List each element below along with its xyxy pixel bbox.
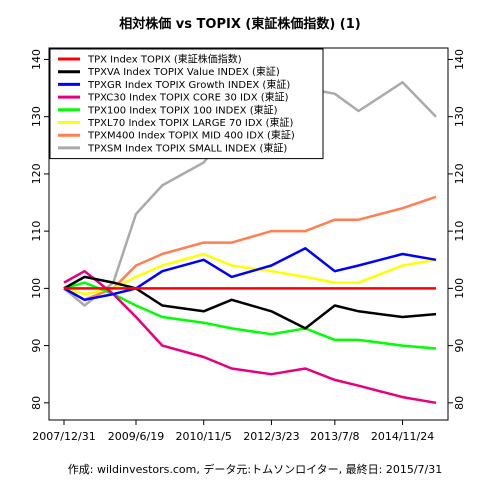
y-tick-label-right-5: 130: [453, 106, 466, 127]
x-tick-label-5: 2014/11/24: [371, 430, 434, 443]
legend-label-7: TPXSM Index TOPIX SMALL INDEX (東証): [87, 141, 287, 154]
legend-label-2: TPXGR Index TOPIX Growth INDEX (東証): [87, 78, 290, 91]
y-tick-label-right-6: 140: [453, 49, 466, 70]
y-tick-label-right-3: 110: [453, 221, 466, 242]
x-tick-label-3: 2012/3/23: [243, 430, 299, 443]
y-tick-label-left-6: 140: [30, 49, 43, 70]
y-tick-label-left-0: 80: [30, 396, 43, 410]
y-tick-label-left-3: 110: [30, 221, 43, 242]
series-line-2: [63, 247, 437, 302]
y-tick-label-right-0: 80: [453, 396, 466, 410]
chart-caption: 作成: wildinvestors.com, データ元:トムソンロイター, 最終…: [68, 462, 442, 476]
x-tick-label-0: 2007/12/31: [32, 430, 95, 443]
legend-label-5: TPXL70 Index TOPIX LARGE 70 IDX (東証): [87, 116, 293, 129]
plot-lines: [63, 81, 437, 405]
y-tick-label-right-2: 100: [453, 278, 466, 299]
legend-box: [49, 48, 324, 160]
legend-label-1: TPXVA Index TOPIX Value INDEX (東証): [87, 65, 280, 78]
legend-label-3: TPXC30 Index TOPIX CORE 30 IDX (東証): [87, 91, 289, 104]
chart-title: 相対株価 vs TOPIX (東証株価指数) (1): [119, 16, 360, 32]
x-tick-label-4: 2013/7/8: [310, 430, 359, 443]
x-tick-label-2: 2010/11/5: [176, 430, 232, 443]
axes: 80 80 90 90 100 100 110 110 120 120 130 130 140 140 20…: [30, 49, 466, 443]
y-tick-label-right-1: 90: [453, 339, 466, 353]
plot-frame: [48, 47, 449, 421]
series-line-1: [63, 275, 437, 330]
x-tick-label-1: 2009/6/19: [108, 430, 164, 443]
y-tick-label-left-2: 100: [30, 278, 43, 299]
legend: TPX Index TOPIX (東証株価指数)TPXVA Index TOPI…: [49, 48, 324, 160]
legend-label-4: TPX100 Index TOPIX 100 INDEX (東証): [87, 103, 278, 116]
y-tick-label-left-1: 90: [30, 339, 43, 353]
legend-label-0: TPX Index TOPIX (東証株価指数): [87, 53, 242, 66]
y-tick-label-right-4: 120: [453, 163, 466, 184]
legend-label-6: TPXM400 Index TOPIX MID 400 IDX (東証): [87, 129, 295, 142]
y-tick-label-left-5: 130: [30, 106, 43, 127]
y-tick-label-left-4: 120: [30, 163, 43, 184]
